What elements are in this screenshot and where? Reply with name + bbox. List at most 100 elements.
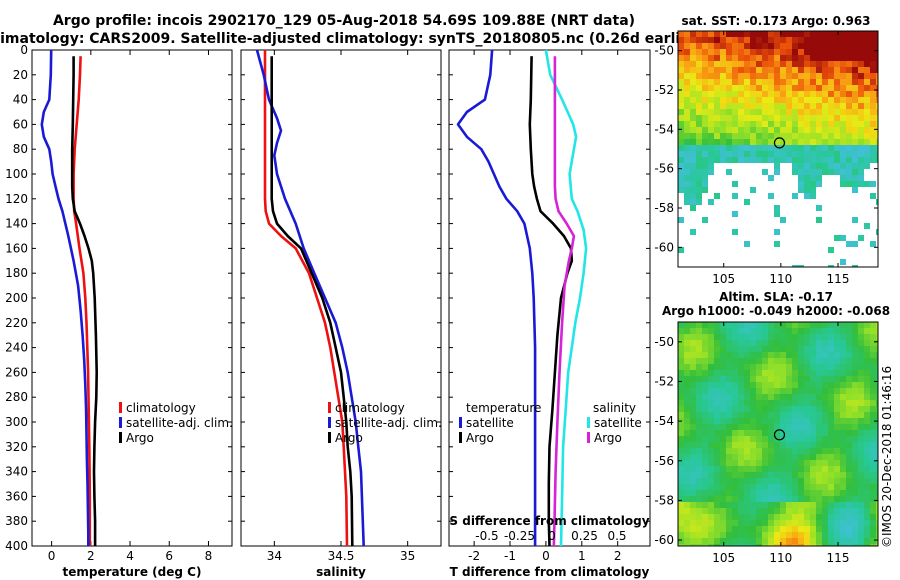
sla-cell (876, 478, 878, 484)
sla-cell (762, 364, 768, 370)
sst-cell (798, 79, 804, 85)
sla-cell (738, 352, 744, 358)
sla-cell (738, 382, 744, 388)
sst-cell (846, 109, 852, 115)
sla-cell (852, 388, 858, 394)
sst-cell (750, 103, 756, 109)
sla-cell (708, 418, 714, 424)
sst-cell (876, 31, 878, 37)
sst-cell (876, 133, 878, 139)
sla-cell (810, 406, 816, 412)
sst-cell (702, 43, 708, 49)
sla-cell (708, 346, 714, 352)
sla-cell (822, 418, 828, 424)
sst-cell (780, 157, 786, 163)
sst-cell (852, 103, 858, 109)
sla-cell (750, 484, 756, 490)
sla-cell (834, 322, 840, 328)
x-tick-label: 2 (614, 549, 622, 563)
sst-cell (690, 145, 696, 151)
sla-cell (720, 370, 726, 376)
sla-cell (720, 472, 726, 478)
sla-cell (876, 340, 878, 346)
sla-cell (696, 376, 702, 382)
sla-cell (726, 322, 732, 328)
sla-cell (732, 514, 738, 520)
sla-cell (774, 454, 780, 460)
sla-cell (702, 526, 708, 532)
sla-cell (696, 340, 702, 346)
sla-cell (750, 346, 756, 352)
sla-cell (810, 508, 816, 514)
sla-cell (678, 424, 684, 430)
sst-cell (744, 43, 750, 49)
sst-cell (702, 67, 708, 73)
sst-cell (726, 157, 732, 163)
sst-cell (816, 61, 822, 67)
sla-cell (852, 334, 858, 340)
sla-cell (702, 394, 708, 400)
sst-cell (678, 43, 684, 49)
sla-cell (678, 448, 684, 454)
sla-cell (780, 454, 786, 460)
sla-cell (834, 508, 840, 514)
sst-cell (828, 247, 834, 253)
sst-cell (786, 67, 792, 73)
legend-swatch-argo (119, 432, 122, 443)
sst-cell (774, 43, 780, 49)
legend-label-t-satellite: satellite (466, 416, 514, 430)
sst-cell (798, 67, 804, 73)
sst-cell (690, 73, 696, 79)
sla-cell (828, 418, 834, 424)
sla-cell (864, 388, 870, 394)
sst-cell (864, 37, 870, 43)
sla-cell (690, 472, 696, 478)
sla-cell (726, 484, 732, 490)
sla-cell (822, 352, 828, 358)
sla-cell (768, 340, 774, 346)
sla-cell (774, 490, 780, 496)
sla-cell (822, 478, 828, 484)
sla-cell (792, 466, 798, 472)
sla-cell (870, 436, 876, 442)
sla-cell (780, 442, 786, 448)
sst-cell (780, 91, 786, 97)
sla-cell (834, 532, 840, 538)
sst-cell (756, 97, 762, 103)
sst-cell (744, 85, 750, 91)
x-tick-label: 8 (205, 549, 213, 563)
sla-cell (846, 454, 852, 460)
sla-cell (876, 490, 878, 496)
sst-cell (864, 163, 870, 169)
sst-cell (810, 85, 816, 91)
sla-cell (858, 394, 864, 400)
sst-cell (726, 85, 732, 91)
sst-cell (714, 73, 720, 79)
sla-cell (810, 484, 816, 490)
sst-cell (774, 31, 780, 37)
sst-cell (708, 103, 714, 109)
sla-cell (726, 430, 732, 436)
sla-cell (696, 466, 702, 472)
sla-cell (684, 328, 690, 334)
sla-cell (690, 352, 696, 358)
sla-cell (708, 442, 714, 448)
sla-cell (708, 544, 714, 546)
sla-cell (840, 436, 846, 442)
sst-cell (804, 79, 810, 85)
sst-cell (798, 91, 804, 97)
sst-cell (804, 127, 810, 133)
sst-cell (750, 67, 756, 73)
sst-cell (708, 67, 714, 73)
sst-cell (720, 109, 726, 115)
sla-cell (744, 544, 750, 546)
sla-cell (702, 508, 708, 514)
sst-cell (876, 109, 878, 115)
sla-cell (756, 406, 762, 412)
sla-cell (804, 424, 810, 430)
sla-cell (744, 496, 750, 502)
sst-cell (684, 55, 690, 61)
sst-cell (840, 145, 846, 151)
sla-cell (792, 442, 798, 448)
sla-cell (750, 388, 756, 394)
